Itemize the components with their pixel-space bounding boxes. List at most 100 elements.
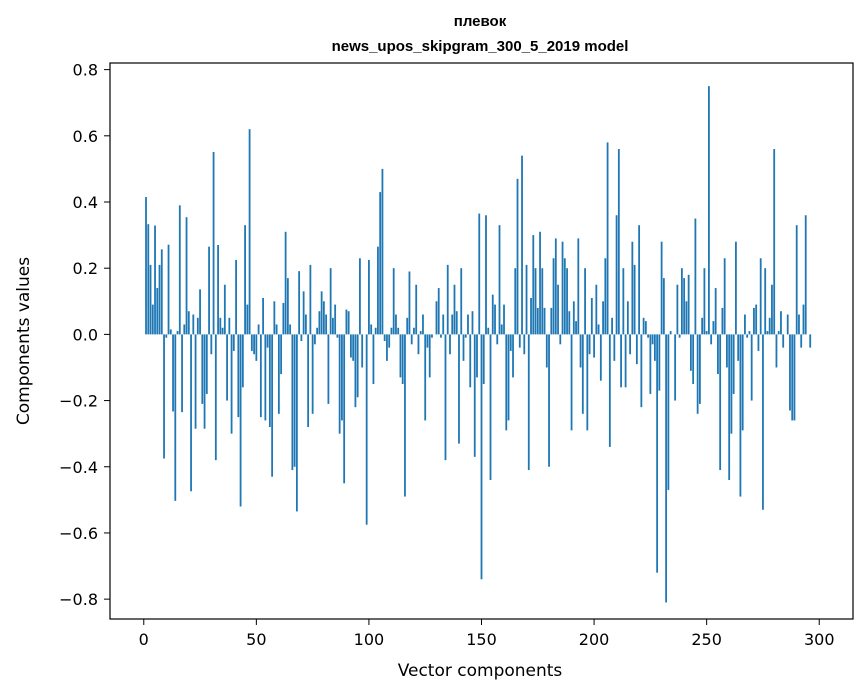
bar-279 [771,284,773,335]
bar-94 [354,334,357,408]
bar-73 [307,334,310,428]
x-tick-label: 250 [691,630,722,649]
bar-49 [253,334,255,355]
x-tick-label: 150 [466,630,497,649]
bar-71 [302,291,305,335]
bar-231 [662,278,665,335]
bar-27 [203,334,206,429]
bar-178 [543,307,546,335]
bar-154 [489,334,492,480]
bar-37 [226,334,228,401]
bar-131 [437,288,440,335]
bar-28 [205,334,208,394]
bar-33 [217,245,219,335]
bar-80 [322,301,325,335]
bar-29 [208,246,210,335]
bar-115 [401,334,404,385]
bar-109 [388,334,391,348]
bar-193 [577,238,580,335]
x-axis-label: Vector components [398,661,563,681]
bar-97 [361,334,364,368]
bar-132 [440,334,442,338]
bar-79 [320,291,323,335]
bar-290 [795,225,798,335]
bar-171 [527,334,530,471]
bar-262 [732,334,735,394]
bar-224 [647,334,650,338]
bar-19 [185,217,188,335]
bar-247 [699,334,701,404]
bar-209 [613,334,616,361]
bar-182 [552,258,555,335]
bar-215 [626,301,629,335]
bar-150 [480,334,483,580]
bar-34 [219,317,222,335]
bar-264 [737,334,740,361]
bar-110 [390,327,393,335]
bar-93 [352,334,355,361]
bar-144 [467,314,469,335]
bar-293 [802,304,805,335]
bar-188 [566,268,568,335]
bar-1 [145,197,147,335]
bar-177 [541,268,544,335]
bar-107 [383,334,386,341]
bar-269 [748,331,751,335]
bar-65 [289,324,292,335]
bar-82 [327,334,330,404]
bar-158 [498,225,501,335]
bar-53 [262,297,264,335]
bar-25 [199,289,201,335]
bar-57 [271,334,274,477]
bar-165 [514,268,517,335]
y-axis-ticks: −0.8 −0.6 −0.4 −0.2 0.0 0.2 0.4 0.6 0.8 [59,61,110,609]
bar-139 [455,311,458,335]
bar-259 [726,334,728,368]
bar-78 [318,311,321,335]
bar-233 [667,334,670,490]
bar-192 [575,321,577,335]
bar-85 [334,304,337,335]
bar-68 [295,334,298,512]
bar-167 [518,334,521,348]
bar-172 [530,297,532,335]
bar-205 [604,258,607,335]
bar-26 [201,334,204,404]
bar-261 [730,334,733,434]
bar-76 [313,334,316,345]
bar-142 [462,334,465,361]
bar-48 [250,334,253,351]
bar-272 [755,304,758,335]
y-tick-label: −0.4 [59,458,98,477]
bar-216 [629,334,631,355]
y-tick-label: −0.8 [59,590,98,609]
bar-249 [703,268,706,335]
bar-149 [478,213,481,335]
bar-240 [683,278,686,335]
bar-124 [422,314,424,335]
bar-221 [640,334,643,408]
bar-155 [491,294,494,335]
bar-213 [622,268,625,335]
bar-91 [347,311,350,335]
bar-148 [476,334,478,378]
y-tick-label: 0.6 [73,127,98,146]
bar-10 [165,334,168,338]
bar-174 [534,268,537,335]
bar-108 [386,334,388,361]
bar-88 [341,334,343,421]
x-tick-label: 100 [354,630,385,649]
bar-100 [368,259,370,335]
bar-77 [316,327,319,335]
bar-24 [196,317,199,335]
bar-21 [190,334,192,492]
bar-245 [694,218,697,335]
bar-201 [595,284,598,335]
bar-280 [773,149,776,335]
bar-274 [759,258,762,335]
bar-72 [304,314,307,335]
bar-157 [496,334,499,345]
bar-95 [356,334,359,398]
bar-126 [426,334,429,348]
bar-267 [744,314,746,335]
